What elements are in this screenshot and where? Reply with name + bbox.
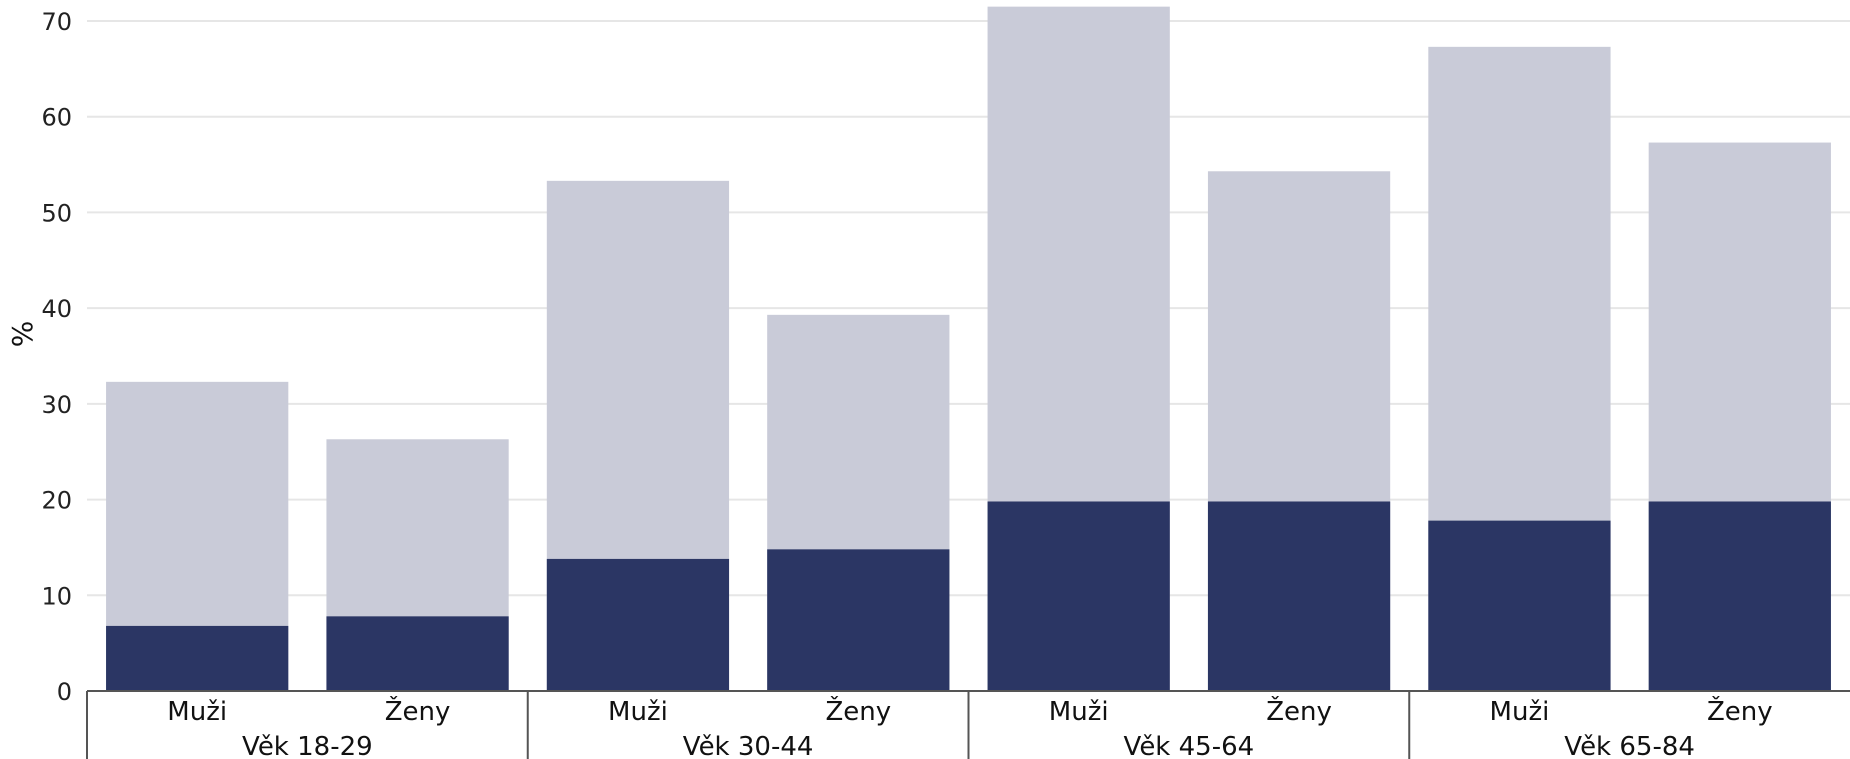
category-label: Ženy [385, 695, 451, 727]
bar-part [546, 558, 730, 691]
group-label: Věk 45-64 [1124, 732, 1255, 759]
y-tick-label: 40 [41, 295, 72, 323]
category-label: Muži [167, 697, 227, 727]
y-tick-label: 50 [41, 199, 72, 227]
axes: 0 10 20 30 40 50 60 70 Muži Ženy Muži Ženy Muži Ženy M… [41, 8, 1850, 759]
bar-part [987, 501, 1170, 691]
category-label: Ženy [1266, 695, 1332, 727]
y-tick-label: 0 [57, 678, 72, 706]
category-label: Ženy [1707, 695, 1773, 727]
y-tick-label: 60 [41, 104, 72, 132]
category-label: Muži [1490, 697, 1550, 727]
bars [106, 6, 1831, 692]
category-label: Muži [1049, 697, 1109, 727]
y-tick-label: 20 [41, 487, 72, 515]
group-label: Věk 18-29 [242, 732, 373, 759]
bar-part [1648, 501, 1831, 691]
y-axis-title: % [6, 321, 39, 348]
group-label: Věk 30-44 [683, 732, 814, 759]
y-tick-label: 70 [41, 8, 72, 36]
y-tick-label: 10 [41, 582, 72, 610]
bar-part [1428, 520, 1611, 691]
bar-part [106, 625, 289, 691]
bar-part [326, 616, 509, 691]
category-label: Ženy [825, 695, 891, 727]
category-label: Muži [608, 697, 668, 727]
bar-part [767, 549, 950, 691]
bar-part [1207, 501, 1391, 691]
group-label: Věk 65-84 [1564, 732, 1695, 759]
y-tick-label: 30 [41, 391, 72, 419]
